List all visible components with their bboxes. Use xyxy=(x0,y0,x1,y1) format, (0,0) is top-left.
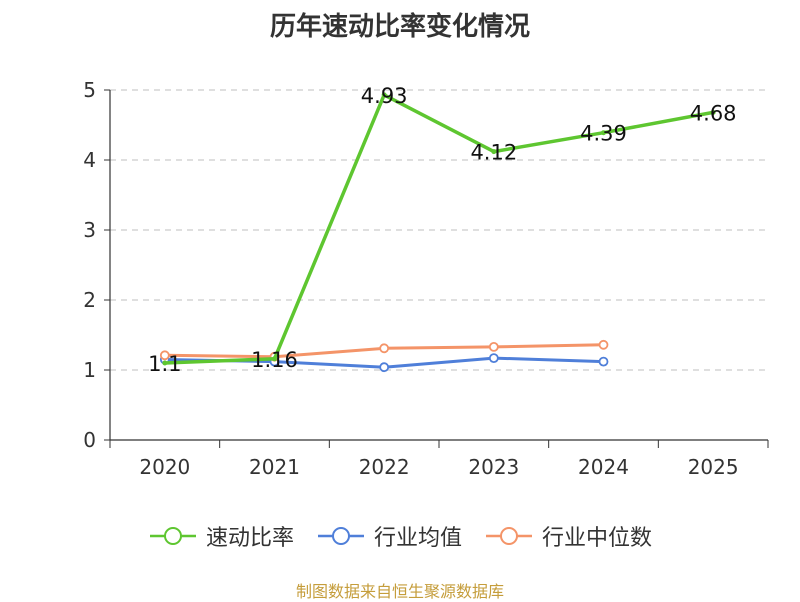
y-tick-label: 1 xyxy=(83,358,96,382)
legend-marker-industry-mean xyxy=(317,527,364,545)
data-label: 4.12 xyxy=(470,141,517,165)
data-point[interactable] xyxy=(162,360,168,366)
chart-title: 历年速动比率变化情况 xyxy=(269,12,530,42)
data-point[interactable] xyxy=(159,350,170,361)
x-tick-label: 2023 xyxy=(468,455,519,479)
y-tick-label: 4 xyxy=(83,148,96,172)
series-line-0 xyxy=(164,93,714,365)
data-source-note: 制图数据来自恒生聚源数据库 xyxy=(295,582,504,601)
data-point[interactable] xyxy=(491,149,497,155)
data-labels: 1.1 1.16 4.93 4.12 4.39 4.68 xyxy=(148,84,736,376)
data-point[interactable] xyxy=(381,92,387,98)
legend: 速动比率 行业均值 行业中位数 xyxy=(0,520,800,552)
x-tick-label: 2025 xyxy=(688,455,739,479)
x-tick-label: 2022 xyxy=(359,455,410,479)
legend-item-quick-ratio[interactable]: 速动比率 xyxy=(148,520,294,552)
data-point[interactable] xyxy=(488,341,499,352)
data-point[interactable] xyxy=(598,339,609,350)
legend-label: 行业中位数 xyxy=(542,526,653,551)
data-point[interactable] xyxy=(272,356,277,362)
data-label: 4.39 xyxy=(580,122,627,146)
legend-marker-quick-ratio xyxy=(149,527,196,545)
x-tick-label: 2020 xyxy=(139,455,190,479)
data-label: 4.68 xyxy=(690,101,737,125)
data-label: 4.93 xyxy=(361,84,408,108)
y-tick-label: 5 xyxy=(83,78,96,102)
legend-item-industry-median[interactable]: 行业中位数 xyxy=(484,520,652,552)
axes: 0 1 2 3 4 5 2020 2021 2022 2023 2024 2025 xyxy=(83,78,769,479)
x-tick-label: 2021 xyxy=(249,455,300,479)
legend-label: 行业均值 xyxy=(373,526,462,551)
data-point[interactable] xyxy=(601,130,606,136)
series-lines xyxy=(159,92,716,373)
data-point[interactable] xyxy=(379,343,390,354)
data-point[interactable] xyxy=(488,353,499,364)
legend-label: 速动比率 xyxy=(205,526,294,551)
legend-item-industry-mean[interactable]: 行业均值 xyxy=(316,520,462,552)
x-tick-label: 2024 xyxy=(578,455,629,479)
data-label: 1.16 xyxy=(251,348,298,372)
y-tick-label: 0 xyxy=(83,428,96,452)
y-tick-label: 2 xyxy=(83,288,96,312)
legend-marker-industry-median xyxy=(486,527,532,545)
y-tick-label: 3 xyxy=(83,218,96,242)
data-label: 1.1 xyxy=(148,352,181,376)
data-point[interactable] xyxy=(710,109,716,115)
data-point[interactable] xyxy=(379,362,390,373)
data-point[interactable] xyxy=(598,356,609,367)
grid-lines xyxy=(110,89,768,371)
